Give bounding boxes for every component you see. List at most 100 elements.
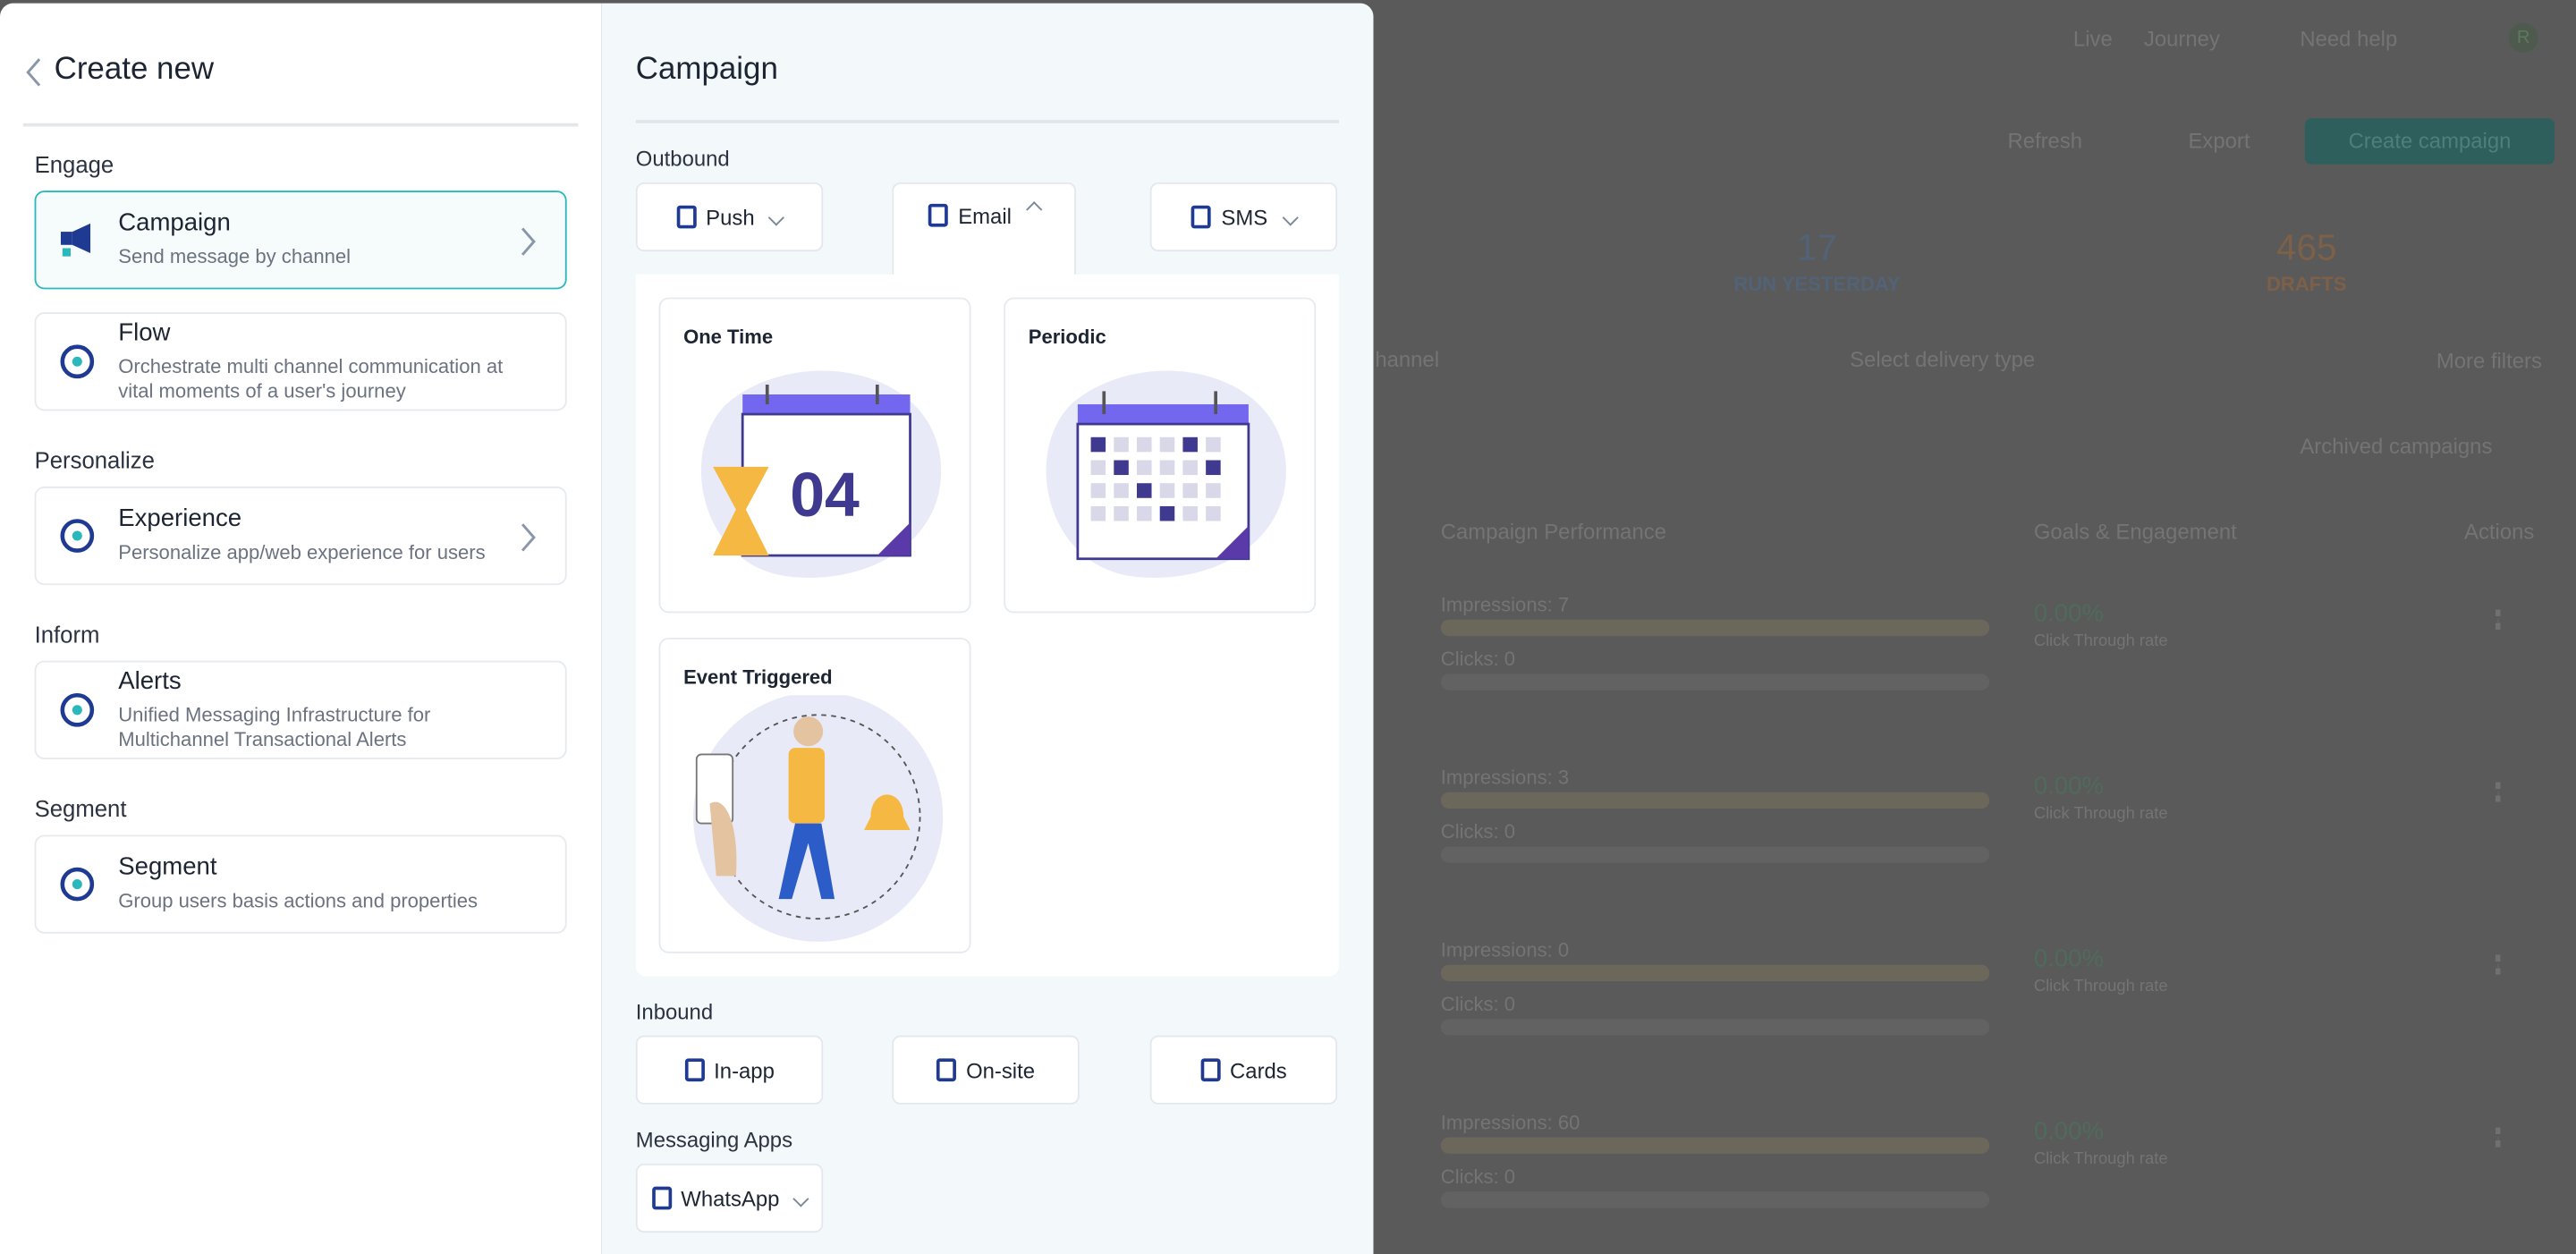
channel-tab[interactable]: In-app bbox=[635, 1035, 824, 1105]
stat-value: 465 bbox=[2276, 226, 2337, 268]
rate: 0.00% bbox=[2033, 945, 2104, 973]
tab-label: SMS bbox=[1221, 204, 1268, 230]
avatar[interactable]: R bbox=[2508, 22, 2538, 53]
chevron bbox=[521, 523, 536, 552]
messaging-label: Messaging Apps bbox=[635, 1127, 793, 1153]
tab-label: Cards bbox=[1230, 1057, 1287, 1082]
campaign-panel: Campaign Outbound Push Email SMS One Time … bbox=[601, 3, 1374, 1254]
option-icon bbox=[60, 344, 95, 379]
option-card[interactable]: Segment Group users basis actions and pro… bbox=[34, 835, 567, 934]
column-header: Campaign Performance bbox=[1440, 519, 1666, 545]
tab-label: Email bbox=[958, 203, 1012, 229]
tab-icon bbox=[676, 205, 697, 229]
email-content: One Time 04 Periodic Event Triggered bbox=[635, 274, 1339, 977]
filter[interactable]: Select delivery type bbox=[1850, 346, 2036, 372]
channel-tab[interactable]: SMS bbox=[1149, 182, 1338, 252]
option-desc: Orchestrate multi channel communication … bbox=[118, 354, 504, 403]
email-type-card[interactable]: Periodic bbox=[1004, 297, 1317, 614]
action-button[interactable]: Refresh bbox=[2007, 128, 2083, 153]
option-desc: Unified Messaging Infrastructure for Mul… bbox=[118, 703, 431, 751]
progress-bar bbox=[1440, 1019, 1990, 1036]
impressions: Impressions: 7 bbox=[1440, 593, 1570, 617]
card-label: One Time bbox=[683, 325, 774, 349]
option-card[interactable]: Flow Orchestrate multi channel communicat… bbox=[34, 312, 567, 411]
option-icon bbox=[60, 692, 95, 727]
progress-bar bbox=[1440, 964, 1990, 981]
clicks: Clicks: 0 bbox=[1440, 647, 1516, 671]
option-card[interactable]: Alerts Unified Messaging Infrastructure f… bbox=[34, 660, 567, 759]
section-heading: Personalize bbox=[34, 446, 155, 474]
chevron bbox=[521, 227, 536, 256]
nav-item[interactable]: Need help bbox=[2300, 26, 2398, 51]
option-icon bbox=[60, 223, 91, 257]
rate-label: Click Through rate bbox=[2033, 978, 2168, 996]
section-heading: Inform bbox=[34, 621, 100, 648]
option-desc: Personalize app/web experience for users bbox=[118, 540, 486, 564]
channel-tab[interactable]: Push bbox=[635, 182, 824, 252]
inbound-label: Inbound bbox=[635, 999, 714, 1024]
option-desc: Group users basis actions and properties bbox=[118, 889, 479, 912]
action-button[interactable]: Export bbox=[2188, 128, 2250, 153]
tab-icon bbox=[936, 1058, 957, 1082]
periodic-illustration bbox=[1046, 370, 1286, 578]
option-card[interactable]: Experience Personalize app/web experience… bbox=[34, 486, 567, 586]
create-button[interactable]: Create campaign bbox=[2304, 118, 2555, 165]
option-icon bbox=[60, 867, 95, 902]
row-menu[interactable] bbox=[2495, 1127, 2505, 1148]
clicks: Clicks: 0 bbox=[1440, 992, 1516, 1016]
section-heading: Segment bbox=[34, 795, 127, 822]
divider bbox=[635, 120, 1339, 123]
channel-tab[interactable]: Email bbox=[892, 182, 1077, 275]
stat-value: 17 bbox=[1796, 226, 1837, 268]
clicks: Clicks: 0 bbox=[1440, 819, 1516, 843]
impressions: Impressions: 0 bbox=[1440, 938, 1570, 962]
option-title: Campaign bbox=[118, 208, 231, 237]
option-title: Experience bbox=[118, 504, 242, 533]
tab-icon bbox=[651, 1186, 672, 1210]
card-label: Event Triggered bbox=[683, 665, 833, 689]
progress-bar bbox=[1440, 619, 1990, 637]
stat-label: RUN YESTERDAY bbox=[1733, 273, 1901, 296]
nav-item[interactable]: Live bbox=[2072, 26, 2113, 51]
panel-title: Create new bbox=[54, 52, 215, 88]
option-title: Segment bbox=[118, 852, 217, 881]
row-menu[interactable] bbox=[2495, 954, 2505, 975]
back-icon[interactable] bbox=[25, 55, 45, 89]
progress-bar bbox=[1440, 674, 1990, 691]
channel-tab[interactable]: WhatsApp bbox=[635, 1163, 824, 1233]
row-menu[interactable] bbox=[2495, 609, 2505, 630]
progress-bar bbox=[1440, 846, 1990, 863]
column-header: Actions bbox=[2464, 519, 2535, 545]
filter[interactable]: hannel bbox=[1375, 346, 1440, 372]
tab-icon bbox=[928, 203, 949, 227]
channel-tab[interactable]: On-site bbox=[892, 1035, 1080, 1105]
row-menu[interactable] bbox=[2495, 782, 2505, 802]
column-header: Goals & Engagement bbox=[2033, 519, 2237, 545]
toggle-label[interactable]: Archived campaigns bbox=[2300, 434, 2493, 459]
tab-label: Push bbox=[706, 204, 755, 230]
rate-label: Click Through rate bbox=[2033, 805, 2168, 824]
channel-tab[interactable]: Cards bbox=[1149, 1035, 1338, 1105]
rate-label: Click Through rate bbox=[2033, 1150, 2168, 1169]
email-type-card[interactable]: Event Triggered bbox=[658, 637, 971, 953]
option-title: Flow bbox=[118, 318, 171, 347]
nav-item[interactable]: Journey bbox=[2143, 26, 2220, 51]
event-illustration bbox=[693, 695, 944, 942]
email-type-card[interactable]: One Time 04 bbox=[658, 297, 971, 614]
rate: 0.00% bbox=[2033, 599, 2104, 628]
clicks: Clicks: 0 bbox=[1440, 1165, 1516, 1189]
create-new-panel: Create new Engage Campaign Send message by… bbox=[0, 3, 602, 1254]
tab-icon bbox=[684, 1058, 705, 1082]
option-card[interactable]: Campaign Send message by channel bbox=[34, 191, 567, 290]
filter[interactable]: More filters bbox=[2436, 348, 2542, 374]
tab-label: In-app bbox=[714, 1057, 775, 1082]
tab-label: On-site bbox=[966, 1057, 1036, 1082]
impressions: Impressions: 60 bbox=[1440, 1111, 1580, 1134]
option-icon bbox=[60, 519, 95, 553]
section-heading: Engage bbox=[34, 151, 114, 178]
tab-icon bbox=[1199, 1058, 1221, 1082]
progress-bar bbox=[1440, 1191, 1990, 1208]
option-title: Alerts bbox=[118, 667, 182, 696]
